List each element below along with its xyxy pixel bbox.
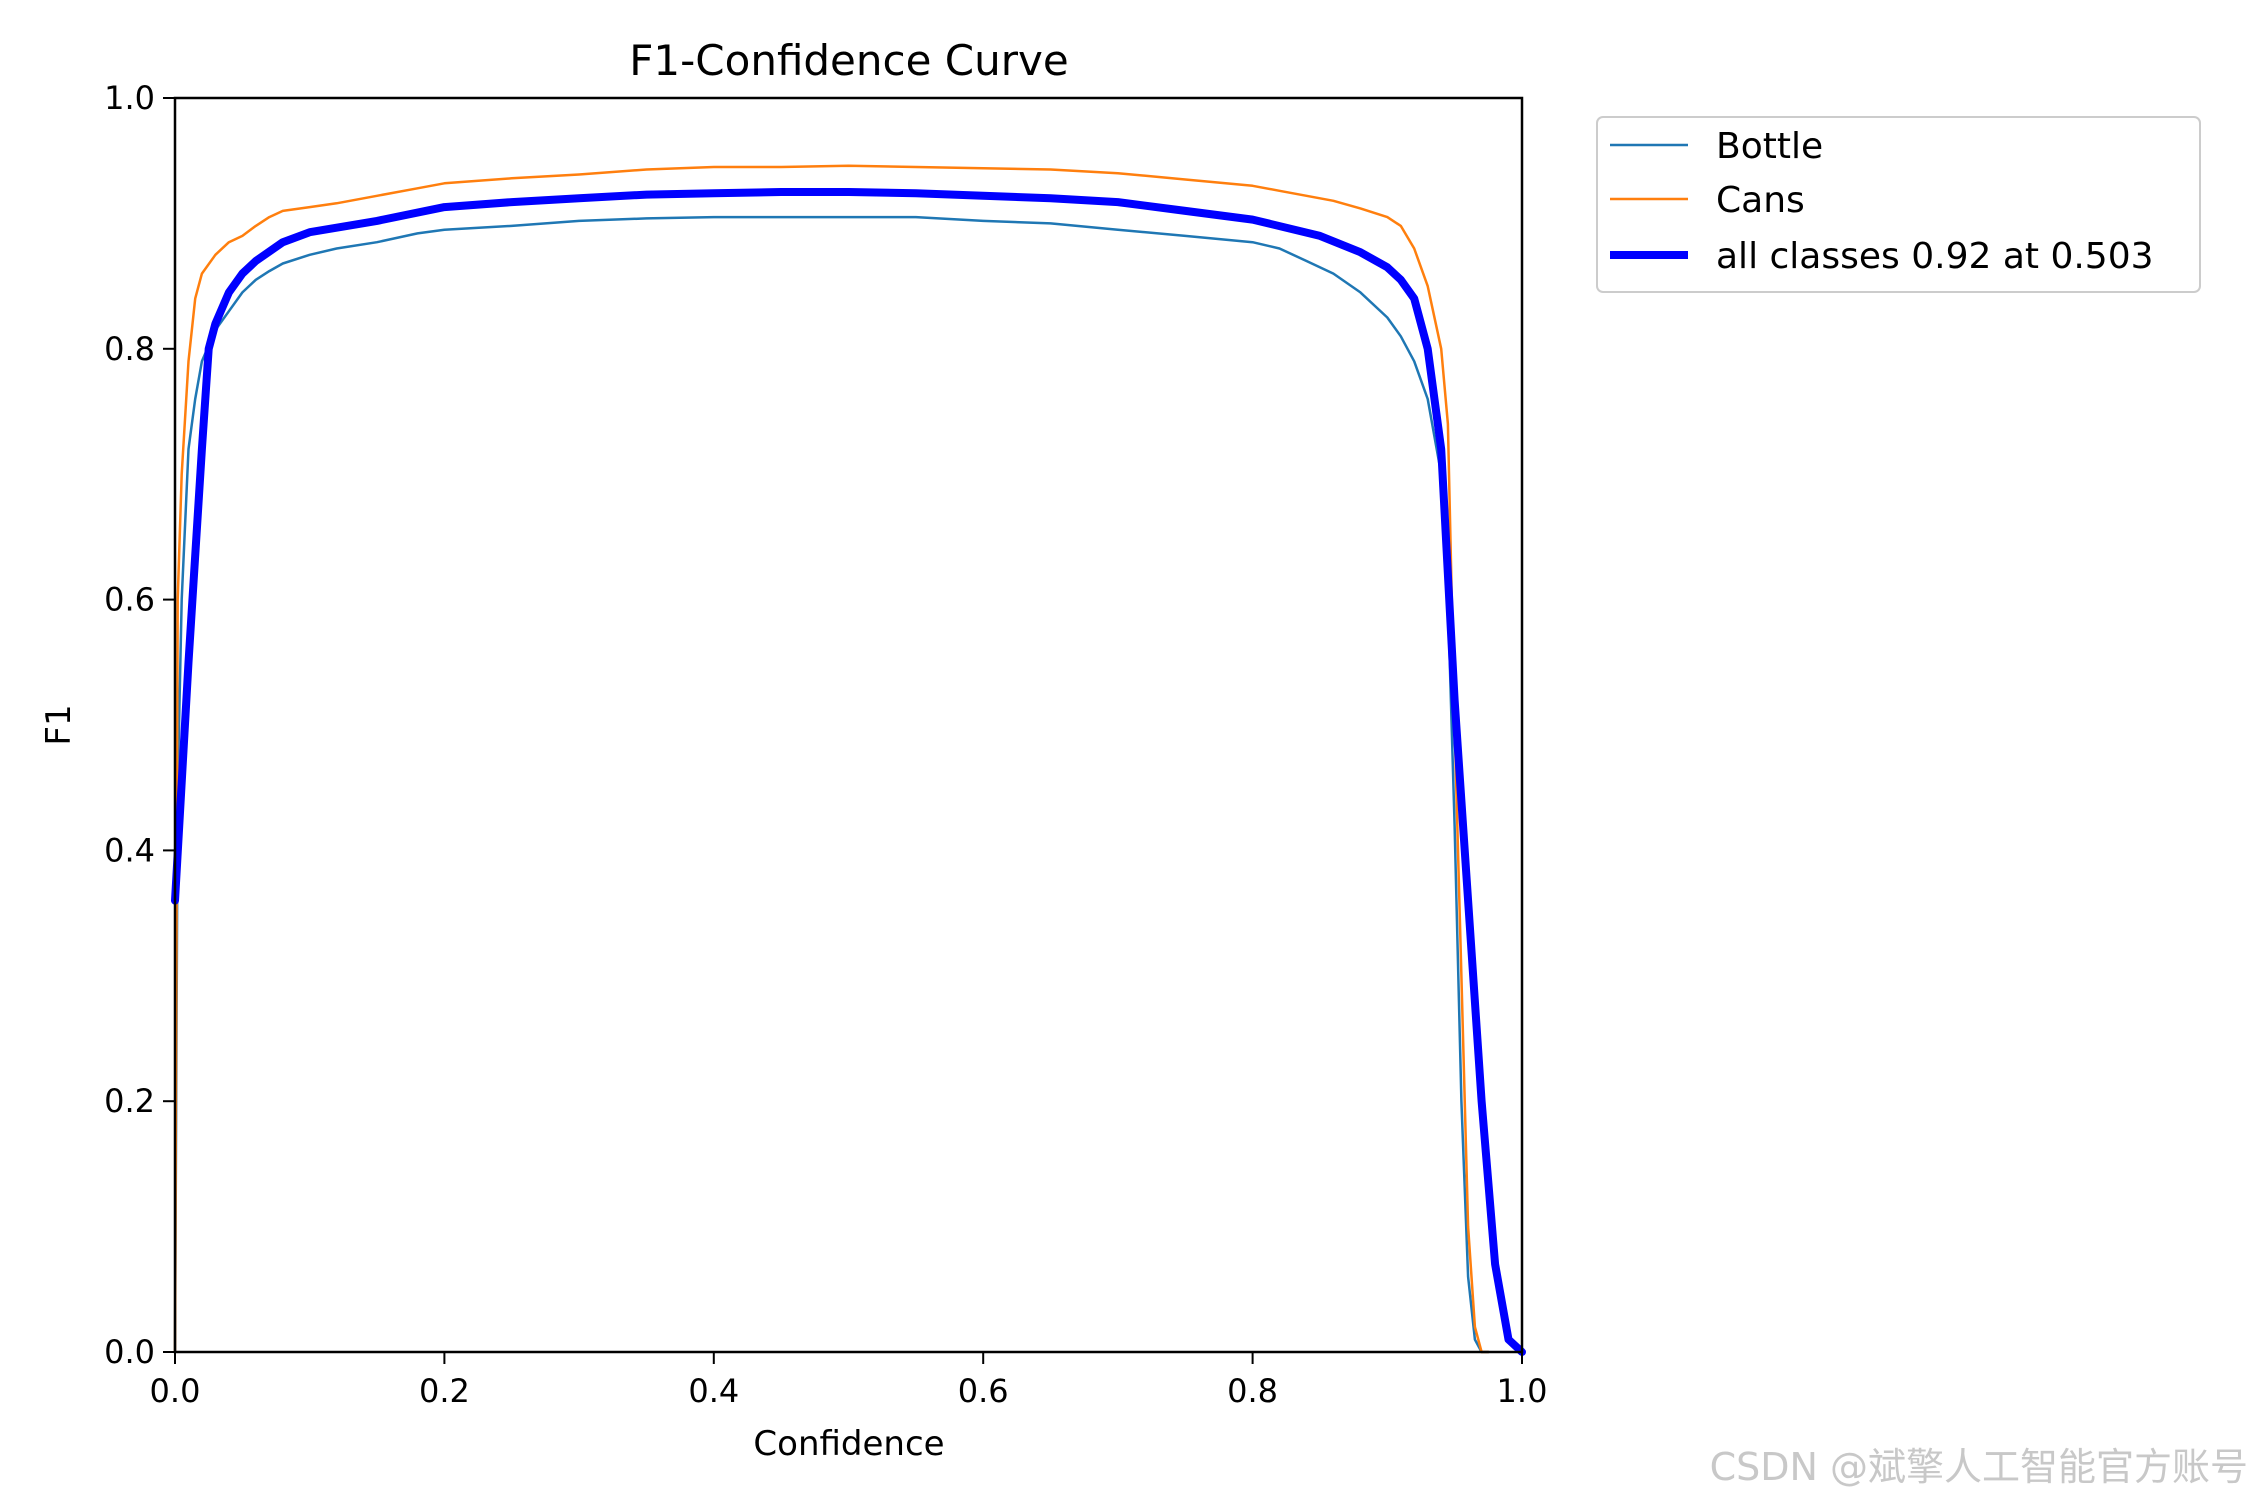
legend-box bbox=[1596, 116, 2201, 293]
x-axis-label: Confidence bbox=[753, 1424, 944, 1464]
y-axis-label: F1 bbox=[39, 704, 79, 745]
x-tick-label: 0.2 bbox=[419, 1372, 470, 1410]
series-line-2 bbox=[173, 164, 1490, 1354]
x-tick-label: 0.8 bbox=[1227, 1372, 1278, 1410]
legend: Bottle Cans all classes 0.92 at 0.503 bbox=[1596, 116, 2201, 293]
x-tick-label: 0.4 bbox=[688, 1372, 739, 1410]
plot-area bbox=[171, 164, 1526, 1356]
watermark: CSDN @斌擎人工智能官方账号 bbox=[1710, 1445, 2248, 1489]
legend-label: Bottle bbox=[1716, 126, 1823, 167]
y-tick-label: 0.4 bbox=[104, 831, 155, 869]
y-axis: 0.0 0.2 0.4 0.6 0.8 1.0 bbox=[104, 79, 175, 1371]
y-tick-label: 1.0 bbox=[104, 79, 155, 117]
y-tick-label: 0.8 bbox=[104, 330, 155, 368]
x-tick-label: 0.6 bbox=[958, 1372, 1009, 1410]
y-tick-label: 0.6 bbox=[104, 581, 155, 619]
legend-items: Bottle Cans all classes 0.92 at 0.503 bbox=[1610, 126, 2154, 277]
y-tick-label: 0.2 bbox=[104, 1082, 155, 1120]
x-tick-label: 1.0 bbox=[1497, 1372, 1548, 1410]
series-line-1 bbox=[173, 215, 1490, 1354]
legend-label: Cans bbox=[1716, 180, 1805, 221]
chart-title: F1-Confidence Curve bbox=[629, 36, 1068, 85]
x-axis: 0.0 0.2 0.4 0.6 0.8 1.0 bbox=[150, 1352, 1548, 1410]
series-line-3 bbox=[171, 188, 1526, 1356]
y-tick-label: 0.0 bbox=[104, 1333, 155, 1371]
x-tick-label: 0.0 bbox=[150, 1372, 201, 1410]
legend-label: all classes 0.92 at 0.503 bbox=[1716, 236, 2154, 277]
plot-frame bbox=[173, 96, 1524, 1354]
